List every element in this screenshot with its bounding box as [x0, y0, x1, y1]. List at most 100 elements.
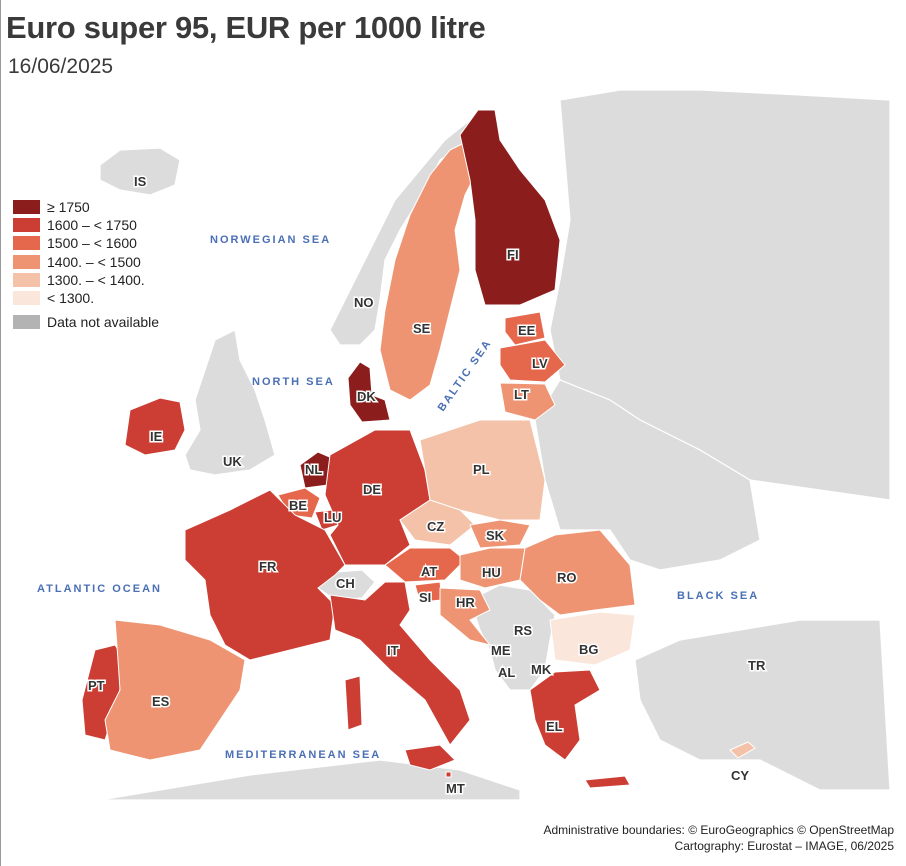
country-label-SE: SE: [413, 321, 431, 336]
country-label-BE: BE: [289, 498, 307, 513]
region-IT: [329, 581, 471, 746]
europe-map: NORWEGIAN SEA NORTH SEA BALTIC SEA ATLAN…: [37, 85, 895, 800]
region-HR: [439, 587, 492, 646]
region-DE: [324, 429, 431, 566]
country-label-NO: NO: [354, 295, 374, 310]
country-label-CH: CH: [336, 576, 355, 591]
region-BG: [549, 611, 636, 666]
credits: Administrative boundaries: © EuroGeograp…: [543, 822, 894, 854]
legend-item: 1500 – < 1600: [13, 234, 159, 252]
country-label-FI: FI: [507, 247, 519, 262]
legend-item: 1300. – < 1400.: [13, 271, 159, 289]
credits-cartography: Cartography: Eurostat – IMAGE, 06/2025: [674, 839, 894, 853]
legend-swatch: [13, 315, 40, 330]
region-IT-sicily: [404, 744, 456, 771]
country-label-CZ: CZ: [427, 519, 444, 534]
region-MT: [445, 771, 452, 778]
legend-label: Data not available: [47, 314, 160, 331]
region-EE: [504, 311, 546, 346]
country-label-FR: FR: [259, 559, 277, 574]
country-label-PT: PT: [88, 678, 105, 693]
land-belarus-ukraine: [534, 379, 761, 571]
country-label-HR: HR: [456, 595, 475, 610]
country-label-IE: IE: [150, 429, 163, 444]
country-label-PL: PL: [473, 462, 490, 477]
country-label-LT: LT: [514, 387, 529, 402]
region-LT: [499, 382, 556, 421]
country-label-DE: DE: [363, 482, 381, 497]
legend: ≥ 1750 1600 – < 1750 1500 – < 1600 1400.…: [13, 198, 159, 331]
country-label-TR: TR: [748, 658, 766, 673]
country-label-RO: RO: [557, 570, 577, 585]
country-label-MK: MK: [531, 662, 552, 677]
country-label-CY: CY: [731, 768, 749, 783]
land-iceland: [99, 147, 181, 196]
country-label-RS: RS: [514, 623, 532, 638]
region-IE: [124, 397, 186, 456]
legend-swatch: [13, 291, 40, 306]
sea-label-mediterranean: MEDITERRANEAN SEA: [225, 749, 381, 761]
land-balkans: [469, 584, 556, 691]
country-label-AL: AL: [498, 665, 515, 680]
page-subtitle: 16/06/2025: [8, 55, 114, 78]
frame-rule: [0, 0, 1, 866]
legend-item: ≥ 1750: [13, 198, 159, 216]
country-label-SI: SI: [419, 590, 431, 605]
member-states: [81, 109, 756, 789]
credits-boundaries: Administrative boundaries: © EuroGeograp…: [543, 823, 894, 837]
region-CY: [729, 741, 756, 759]
legend-item: 1600 – < 1750: [13, 216, 159, 234]
region-SK: [469, 519, 531, 549]
legend-item-na: Data not available: [13, 313, 159, 331]
legend-swatch: [13, 272, 40, 287]
region-SE: [379, 139, 481, 401]
region-LV: [499, 339, 566, 383]
country-label-MT: MT: [446, 781, 465, 796]
region-EL-crete: [584, 775, 631, 789]
legend-label: 1300. – < 1400.: [47, 271, 145, 288]
region-IT-sardinia: [344, 675, 363, 731]
region-FI: [459, 109, 561, 306]
sea-label-norwegian: NORWEGIAN SEA: [210, 234, 331, 246]
legend-swatch: [13, 218, 40, 233]
region-RO: [519, 529, 636, 616]
country-label-IT: IT: [387, 643, 399, 658]
region-ES: [104, 619, 246, 761]
legend-swatch: [13, 200, 40, 215]
land-turkey: [634, 619, 891, 791]
legend-item: < 1300.: [13, 289, 159, 307]
legend-label: 1400. – < 1500: [47, 253, 141, 270]
country-label-EL: EL: [546, 719, 563, 734]
legend-item: 1400. – < 1500: [13, 253, 159, 271]
country-label-BG: BG: [579, 642, 599, 657]
country-label-LU: LU: [324, 510, 341, 525]
country-label-LV: LV: [532, 356, 548, 371]
land-north-africa: [99, 759, 521, 800]
country-label-UK: UK: [223, 454, 242, 469]
region-EL: [529, 669, 601, 761]
country-label-AT: AT: [421, 564, 437, 579]
sea-label-atlantic: ATLANTIC OCEAN: [37, 583, 162, 595]
legend-label: ≥ 1750: [47, 199, 90, 216]
page-title: Euro super 95, EUR per 1000 litre: [6, 10, 486, 45]
land-uk: [184, 329, 276, 476]
country-label-IS: IS: [134, 174, 147, 189]
country-label-DK: DK: [357, 389, 376, 404]
country-labels: IS NO SE FI EE LV LT DK IE UK NL BE LU D…: [87, 173, 768, 798]
legend-label: 1600 – < 1750: [47, 217, 137, 234]
legend-label: 1500 – < 1600: [47, 235, 137, 252]
region-DK: [347, 361, 391, 423]
country-label-HU: HU: [482, 565, 501, 580]
country-label-SK: SK: [486, 528, 505, 543]
country-label-EE: EE: [518, 323, 536, 338]
legend-label: < 1300.: [47, 290, 95, 307]
legend-swatch: [13, 254, 40, 269]
sea-label-black: BLACK SEA: [677, 590, 759, 602]
sea-label-north: NORTH SEA: [252, 376, 335, 388]
country-label-NL: NL: [305, 462, 322, 477]
country-label-ES: ES: [152, 694, 170, 709]
country-label-ME: ME: [491, 643, 511, 658]
non-member-land: [99, 89, 891, 800]
legend-swatch: [13, 236, 40, 251]
